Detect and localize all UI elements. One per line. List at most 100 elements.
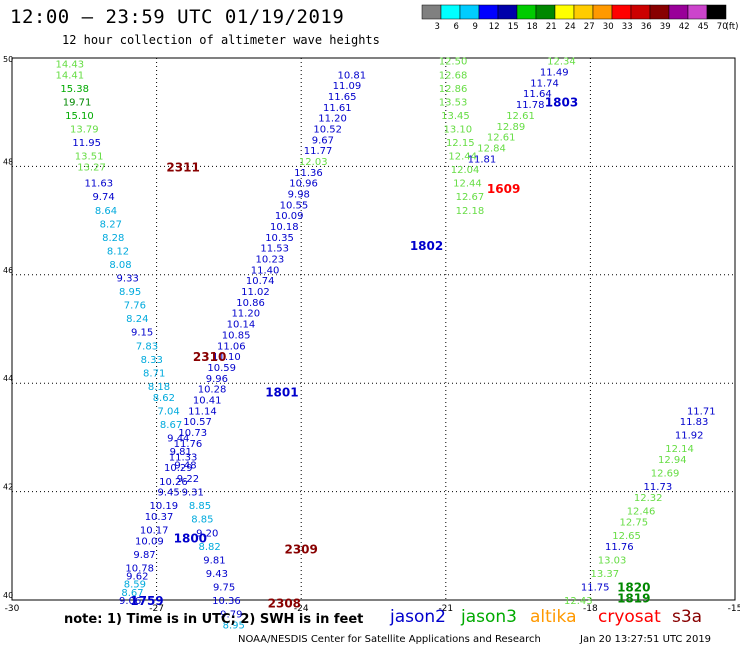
data-point-label: 11.92 <box>675 431 704 442</box>
plot-frame <box>11 57 736 601</box>
data-point-label: 12.61 <box>506 111 535 122</box>
colorbar-label: 18 <box>527 22 538 32</box>
colorbar-swatch <box>554 4 575 20</box>
data-point-label: 15.10 <box>65 111 94 122</box>
data-point-label: 11.75 <box>581 582 610 593</box>
data-point-label: 10.09 <box>135 536 164 547</box>
data-point-label: 11.81 <box>468 154 497 165</box>
data-point-label: 8.12 <box>107 246 129 257</box>
data-point-label: 12.32 <box>634 493 663 504</box>
data-point-label: 9.15 <box>131 328 153 339</box>
data-point-label: 7.83 <box>136 341 158 352</box>
data-point-label: 10.41 <box>193 395 222 406</box>
colorbar-swatch <box>687 4 708 20</box>
data-point-label: 10.37 <box>145 512 174 523</box>
data-point-label: 10.55 <box>280 200 309 211</box>
data-point-label: 11.33 <box>169 452 198 463</box>
data-point-label: 8.62 <box>153 393 175 404</box>
x-tick-label: -27 <box>149 604 164 614</box>
data-point-label: 12.03 <box>299 157 328 168</box>
colorbar-swatch <box>592 4 613 20</box>
data-point-label: 9.45 <box>158 488 180 499</box>
data-point-label: 10.17 <box>140 526 169 537</box>
colorbar-label: 30 <box>603 22 614 32</box>
chart-subtitle: 12 hour collection of altimeter wave hei… <box>62 33 380 47</box>
data-point-label: 10.28 <box>198 385 227 396</box>
data-point-label: 12.75 <box>619 517 648 528</box>
x-tick-label: -30 <box>5 604 20 614</box>
data-point-label: 9.98 <box>288 190 310 201</box>
data-point-label: 13.45 <box>441 111 470 122</box>
data-point-label: 8.85 <box>189 501 211 512</box>
colorbar-swatch <box>668 4 689 20</box>
data-point-label: 12.94 <box>658 455 687 466</box>
data-point-label: 9.96 <box>206 374 228 385</box>
data-point-label: 15.38 <box>60 84 89 95</box>
colorbar-swatch <box>497 4 518 20</box>
data-point-label: 13.37 <box>591 569 620 580</box>
colorbar-label: 21 <box>546 22 557 32</box>
data-point-label: 12.68 <box>439 70 468 81</box>
y-tick-label: 50 <box>3 55 13 64</box>
data-point-label: 12.43 <box>564 596 593 607</box>
footer-timestamp: Jan 20 13:27:51 UTC 2019 <box>580 634 712 645</box>
data-point-label: 13.27 <box>77 162 106 173</box>
data-point-label: 9.48 <box>174 461 196 472</box>
pass-label: 1820 <box>617 580 650 594</box>
data-point-label: 10.57 <box>183 417 212 428</box>
data-point-label: 10.14 <box>227 320 256 331</box>
data-point-label: 11.20 <box>318 114 347 125</box>
pass-label: 1609 <box>487 182 520 196</box>
data-point-label: 11.95 <box>72 138 101 149</box>
data-point-label: 9.06 <box>119 596 141 607</box>
data-point-label: 11.20 <box>231 309 260 320</box>
data-point-label: 10.81 <box>337 70 366 81</box>
footer-credit: NOAA/NESDIS Center for Satellite Applica… <box>238 634 541 645</box>
data-point-label: 8.24 <box>126 314 148 325</box>
data-point-label: 13.03 <box>598 555 627 566</box>
data-point-label: 8.27 <box>100 219 122 230</box>
data-point-label: 11.40 <box>251 265 280 276</box>
data-point-label: 12.61 <box>487 133 516 144</box>
data-point-label: 8.64 <box>95 206 117 217</box>
data-point-label: 7.76 <box>124 301 146 312</box>
pass-label: 2311 <box>166 160 199 174</box>
colorbar-label: 27 <box>584 22 595 32</box>
data-point-label: 8.82 <box>198 542 220 553</box>
colorbar-label: 24 <box>565 22 576 32</box>
data-point-label: 12.46 <box>627 507 656 518</box>
data-point-label: 10.35 <box>265 233 294 244</box>
data-point-label: 12.67 <box>456 192 485 203</box>
colorbar-label: 42 <box>679 22 690 32</box>
data-point-label: 10.36 <box>212 596 241 607</box>
data-point-label: 19.71 <box>63 97 92 108</box>
data-point-label: 12.15 <box>446 138 475 149</box>
colorbar-swatch <box>573 4 594 20</box>
legend-jason2: jason2 <box>390 607 446 627</box>
colorbar-swatch <box>478 4 499 20</box>
data-point-label: 10.78 <box>125 563 154 574</box>
data-point-label: 9.67 <box>312 135 334 146</box>
colorbar-label: 70 <box>717 22 728 32</box>
colorbar-swatch <box>706 4 727 20</box>
data-point-label: 8.28 <box>102 233 124 244</box>
colorbar-swatch <box>421 4 442 20</box>
y-tick-label: 48 <box>3 157 13 166</box>
data-point-label: 9.62 <box>126 572 148 583</box>
data-point-label: 10.29 <box>164 463 193 474</box>
colorbar-swatch <box>535 4 556 20</box>
data-point-label: 13.79 <box>70 124 99 135</box>
data-point-label: 11.76 <box>174 439 203 450</box>
data-point-label: 10.73 <box>178 428 207 439</box>
data-point-label: 9.43 <box>206 569 228 580</box>
colorbar-label: 39 <box>660 22 671 32</box>
pass-label: 2309 <box>284 543 317 557</box>
data-point-label: 12.14 <box>665 444 694 455</box>
data-point-label: 11.49 <box>540 68 569 79</box>
data-point-label: 11.14 <box>188 406 217 417</box>
data-point-label: 11.63 <box>84 179 113 190</box>
data-point-label: 12.44 <box>448 152 477 163</box>
data-point-label: 11.36 <box>294 168 323 179</box>
data-point-label: 11.76 <box>605 542 634 553</box>
colorbar-swatch <box>649 4 670 20</box>
